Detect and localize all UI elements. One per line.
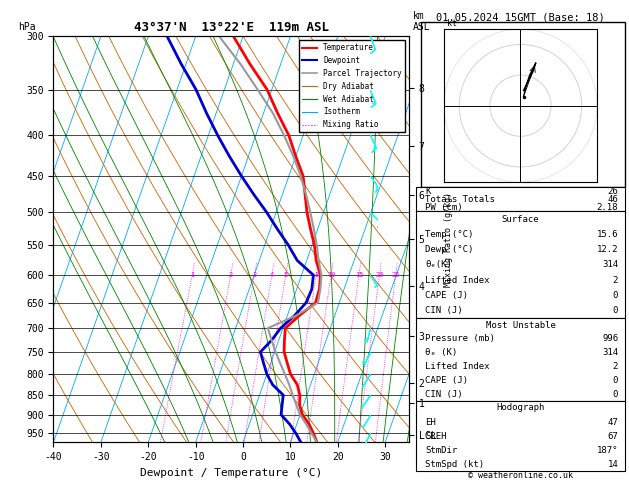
Bar [421,22,625,187]
Text: 46: 46 [608,195,618,204]
Text: PW (cm): PW (cm) [425,203,463,212]
Text: 314: 314 [602,260,618,269]
Text: 4: 4 [270,272,274,278]
Text: CAPE (J): CAPE (J) [425,291,468,300]
Text: 20: 20 [376,272,384,278]
Text: θₑ (K): θₑ (K) [425,348,457,357]
Text: 0: 0 [613,376,618,385]
Text: 8: 8 [314,272,318,278]
Text: km
ASL: km ASL [413,11,430,33]
Text: Dewp (°C): Dewp (°C) [425,245,474,254]
Text: 0: 0 [613,390,618,399]
Text: Hodograph: Hodograph [496,403,545,413]
Text: CAPE (J): CAPE (J) [425,376,468,385]
Text: 3: 3 [252,272,257,278]
Bar [416,318,625,401]
Text: 0: 0 [613,306,618,315]
Text: 0: 0 [613,291,618,300]
Text: Surface: Surface [502,214,539,224]
Text: 1: 1 [190,272,194,278]
Text: 187°: 187° [597,446,618,455]
Text: CIN (J): CIN (J) [425,390,463,399]
Text: 67: 67 [608,432,618,441]
Title: 43°37'N  13°22'E  119m ASL: 43°37'N 13°22'E 119m ASL [133,21,329,34]
Bar [416,187,625,211]
Text: 10: 10 [327,272,335,278]
Text: θₑ(K): θₑ(K) [425,260,452,269]
Text: StmSpd (kt): StmSpd (kt) [425,460,484,469]
Text: 2.18: 2.18 [597,203,618,212]
Text: hPa: hPa [18,22,36,33]
Text: Lifted Index: Lifted Index [425,362,489,371]
Text: CIN (J): CIN (J) [425,306,463,315]
Text: Mixing Ratio (g/kg): Mixing Ratio (g/kg) [445,192,454,287]
Text: © weatheronline.co.uk: © weatheronline.co.uk [468,471,573,480]
Text: 2: 2 [613,276,618,285]
Text: 2: 2 [228,272,233,278]
Text: Most Unstable: Most Unstable [486,321,555,330]
Text: 5: 5 [284,272,288,278]
Text: Lifted Index: Lifted Index [425,276,489,285]
Text: K: K [425,187,430,196]
Text: 12.2: 12.2 [597,245,618,254]
Text: 15.6: 15.6 [597,230,618,239]
Text: 14: 14 [608,460,618,469]
Text: SREH: SREH [425,432,447,441]
Legend: Temperature, Dewpoint, Parcel Trajectory, Dry Adiabat, Wet Adiabat, Isotherm, Mi: Temperature, Dewpoint, Parcel Trajectory… [299,40,405,132]
Text: 26: 26 [608,187,618,196]
Text: Totals Totals: Totals Totals [425,195,495,204]
Text: kt: kt [447,18,457,28]
Text: Temp (°C): Temp (°C) [425,230,474,239]
Bar [416,211,625,318]
X-axis label: Dewpoint / Temperature (°C): Dewpoint / Temperature (°C) [140,468,322,478]
Text: 15: 15 [355,272,364,278]
Text: 47: 47 [608,417,618,427]
Bar [416,401,625,471]
Text: StmDir: StmDir [425,446,457,455]
Text: 25: 25 [391,272,400,278]
Text: 2: 2 [613,362,618,371]
Text: Pressure (mb): Pressure (mb) [425,334,495,344]
Text: EH: EH [425,417,436,427]
Text: 01.05.2024 15GMT (Base: 18): 01.05.2024 15GMT (Base: 18) [436,12,605,22]
Text: 996: 996 [602,334,618,344]
Text: 314: 314 [602,348,618,357]
